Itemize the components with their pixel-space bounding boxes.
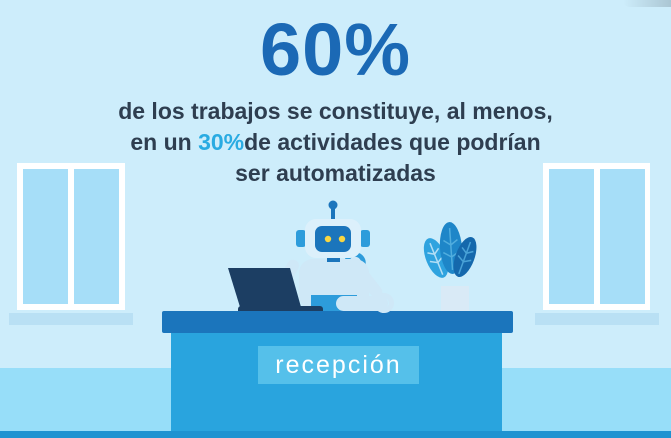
window-sill — [535, 313, 659, 325]
window-sill — [9, 313, 133, 325]
stat-line1: de los trabajos se constituye, al menos, — [118, 98, 553, 124]
robot-antenna — [328, 200, 338, 221]
stat-line2-suffix: de actividades que podrían — [244, 129, 541, 155]
window-pane — [23, 169, 68, 304]
highlight-percent: 30% — [198, 129, 245, 155]
robot-eye — [338, 235, 346, 243]
stat-description: de los trabajos se constituye, al menos,… — [0, 96, 671, 189]
potted-plant — [423, 222, 477, 312]
stat-line2-prefix: en un — [130, 129, 199, 155]
window-pane — [549, 169, 594, 304]
robot-ear-right — [360, 230, 370, 247]
footer-strip — [0, 431, 671, 438]
laptop-screen — [228, 268, 301, 307]
window-right — [543, 163, 650, 310]
robot-ear-left — [296, 230, 306, 247]
reception-sign-label: recepción — [275, 350, 402, 379]
window-pane — [600, 169, 645, 304]
robot-face — [315, 226, 351, 252]
robot-hand — [336, 293, 394, 313]
big-percent-text: 60% — [259, 8, 412, 91]
desk-top — [162, 311, 513, 333]
plant-leaf — [453, 237, 477, 277]
window-left — [17, 163, 125, 310]
plant-pot — [441, 286, 469, 312]
stat-line3: ser automatizadas — [235, 160, 436, 186]
corner-decoration — [623, 0, 671, 7]
reception-sign: recepción — [258, 346, 419, 384]
window-pane — [74, 169, 119, 304]
robot-eye — [324, 235, 332, 243]
